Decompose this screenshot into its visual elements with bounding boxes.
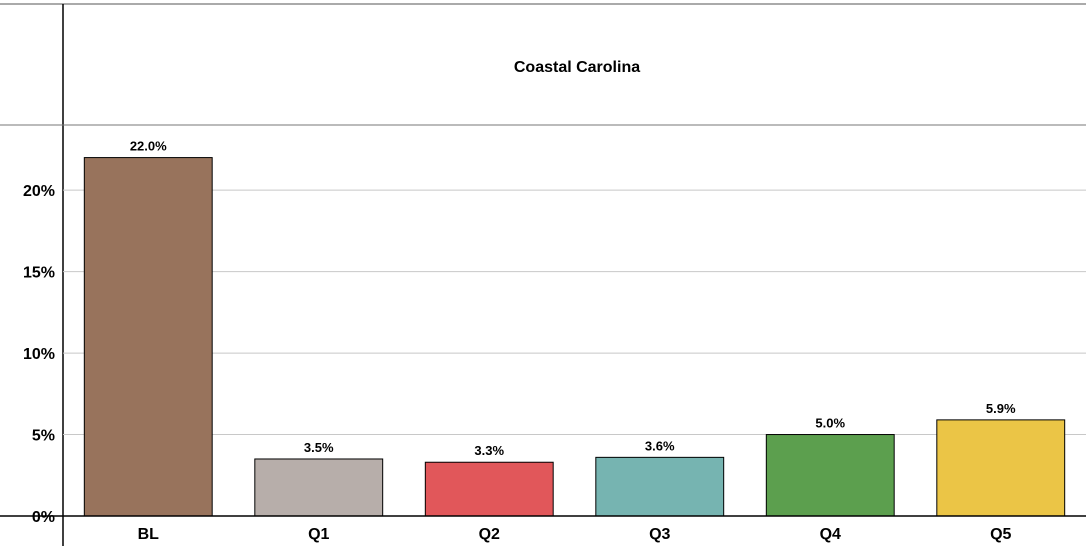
x-axis-labels: BL Q1 Q2 Q3 Q4 Q5 [138, 526, 1012, 543]
data-label-q3: 3.6% [645, 438, 675, 453]
y-tick-label: 20% [23, 183, 55, 200]
data-label-q1: 3.5% [304, 440, 334, 455]
x-tick-label-q5: Q5 [990, 526, 1011, 543]
x-tick-label-q1: Q1 [308, 526, 329, 543]
y-tick-label: 10% [23, 346, 55, 363]
x-tick-label-bl: BL [138, 526, 160, 543]
y-tick-label: 15% [23, 265, 55, 282]
bar-bl [83, 157, 213, 517]
y-tick-label: 0% [32, 509, 55, 526]
x-tick-label-q2: Q2 [479, 526, 500, 543]
data-label-q2: 3.3% [474, 443, 504, 458]
y-axis-ticks: 0% 5% 10% 15% 20% [23, 183, 55, 526]
chart-title: Coastal Carolina [514, 59, 640, 76]
data-label-q4: 5.0% [815, 416, 845, 431]
bar-q5 [936, 419, 1066, 517]
data-label-q5: 5.9% [986, 401, 1016, 416]
bar-q3 [595, 456, 725, 517]
bar-q2 [424, 461, 554, 517]
bar-q4 [765, 434, 895, 517]
bar-q1 [254, 458, 384, 517]
x-tick-label-q4: Q4 [820, 526, 841, 543]
y-tick-label: 5% [32, 428, 55, 445]
gridlines [63, 189, 1086, 436]
bars-group: 22.0% 3.5% 3.3% 3.6% 5.0% 5.9% [83, 139, 1066, 517]
x-tick-label-q3: Q3 [649, 526, 670, 543]
data-label-bl: 22.0% [130, 139, 167, 154]
